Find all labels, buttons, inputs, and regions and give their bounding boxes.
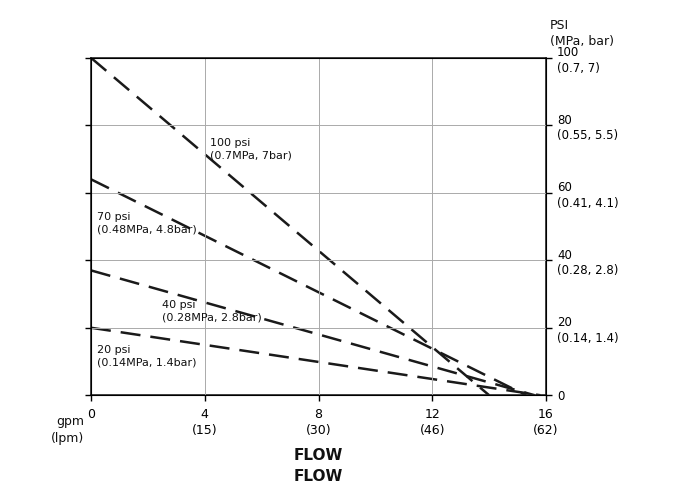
Text: gpm
(lpm): gpm (lpm) xyxy=(50,415,84,444)
Text: FLOW: FLOW xyxy=(294,448,343,463)
Text: 100 psi
(0.7MPa, 7bar): 100 psi (0.7MPa, 7bar) xyxy=(211,138,293,160)
Text: 20 psi
(0.14MPa, 1.4bar): 20 psi (0.14MPa, 1.4bar) xyxy=(97,345,196,368)
Text: 70 psi
(0.48MPa, 4.8bar): 70 psi (0.48MPa, 4.8bar) xyxy=(97,212,197,234)
Text: PSI
(MPa, bar): PSI (MPa, bar) xyxy=(550,19,613,48)
Text: 40 psi
(0.28MPa, 2.8bar): 40 psi (0.28MPa, 2.8bar) xyxy=(162,300,262,322)
Text: FLOW: FLOW xyxy=(294,469,343,482)
